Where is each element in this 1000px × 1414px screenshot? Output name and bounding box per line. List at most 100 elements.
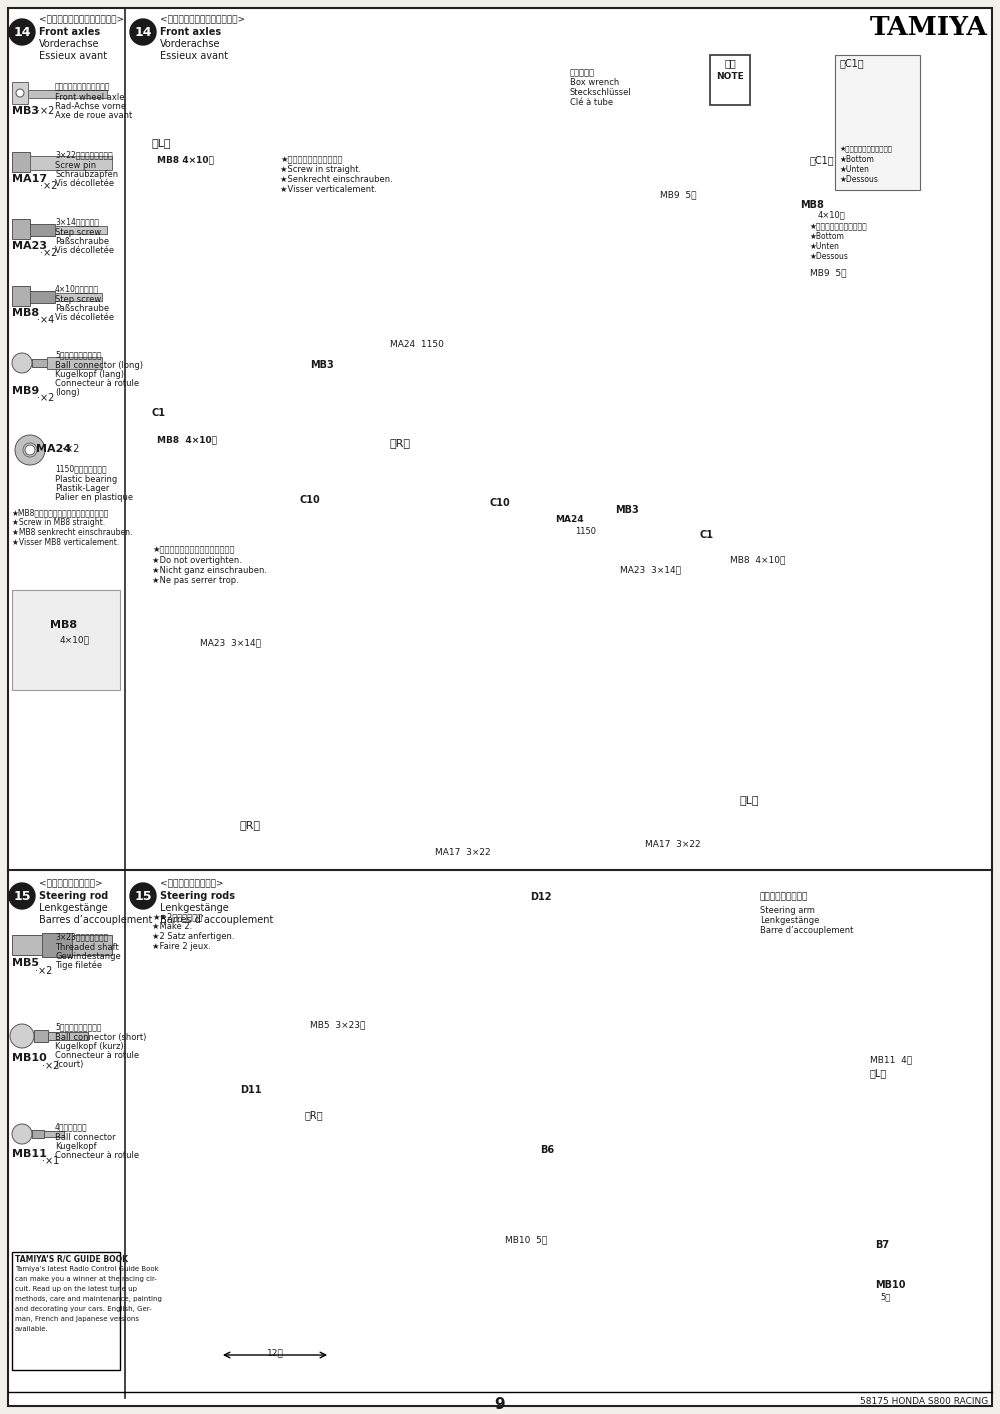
Text: 14: 14	[13, 25, 31, 38]
Text: MB8  4×10㎜: MB8 4×10㎜	[730, 556, 785, 564]
Text: Lenkgestänge: Lenkgestänge	[760, 916, 819, 925]
Text: Step screw: Step screw	[55, 228, 101, 238]
Text: 4×10㎜段付ビス: 4×10㎜段付ビス	[55, 284, 99, 293]
Text: Vis décolletée: Vis décolletée	[55, 312, 114, 322]
Text: 〈R〉: 〈R〉	[240, 820, 261, 830]
Text: ·×2: ·×2	[62, 444, 79, 454]
Text: ★しめ込みすぎに注意して下さい。: ★しめ込みすぎに注意して下さい。	[152, 544, 234, 554]
Text: MB8  4×10㎜: MB8 4×10㎜	[157, 436, 217, 444]
Text: ·×1: ·×1	[42, 1157, 59, 1167]
Bar	[32, 1130, 44, 1138]
Text: ★こちらが下になります。: ★こちらが下になります。	[840, 146, 893, 151]
Text: MB11  4㎜: MB11 4㎜	[870, 1055, 912, 1063]
Text: Connecteur à rotule: Connecteur à rotule	[55, 1151, 139, 1159]
Text: D11: D11	[240, 1085, 262, 1094]
Bar	[12, 590, 120, 690]
Text: MB10: MB10	[875, 1280, 906, 1290]
Text: 5㎜ビロボール（短）: 5㎜ビロボール（短）	[55, 1022, 102, 1031]
Text: Front axles: Front axles	[39, 27, 100, 37]
Text: ·×2: ·×2	[42, 1060, 59, 1070]
Text: ★★2個作ります。: ★★2個作ります。	[152, 912, 202, 921]
Text: ★Nicht ganz einschrauben.: ★Nicht ganz einschrauben.	[152, 566, 267, 575]
Text: Lenkgestänge: Lenkgestänge	[160, 904, 229, 913]
Text: 1150プラベアリング: 1150プラベアリング	[55, 464, 107, 474]
Text: MA24: MA24	[555, 515, 584, 525]
Text: MA23  3×14㎜: MA23 3×14㎜	[200, 638, 261, 648]
Text: Barre d’accouplement: Barre d’accouplement	[760, 926, 853, 935]
Bar	[55, 293, 102, 301]
Text: 〈C1〉: 〈C1〉	[840, 58, 865, 68]
Text: フロントホイールアクスル: フロントホイールアクスル	[55, 82, 110, 90]
Text: 十字レンチ: 十字レンチ	[570, 68, 595, 76]
Text: Front axles: Front axles	[160, 27, 221, 37]
Circle shape	[9, 18, 35, 45]
Text: <ステアリングロッド>: <ステアリングロッド>	[39, 880, 103, 888]
Text: Connecteur à rotule: Connecteur à rotule	[55, 1051, 139, 1060]
Text: MB8: MB8	[12, 308, 39, 318]
Circle shape	[15, 436, 45, 465]
Circle shape	[10, 1024, 34, 1048]
Text: MB5  3×23㎜: MB5 3×23㎜	[310, 1019, 365, 1029]
Bar	[32, 359, 47, 368]
Text: ★Bottom: ★Bottom	[840, 156, 875, 164]
Circle shape	[12, 354, 32, 373]
Text: Ball connector (long): Ball connector (long)	[55, 361, 143, 370]
Text: Tige filetée: Tige filetée	[55, 962, 102, 970]
Text: can make you a winner at the racing cir-: can make you a winner at the racing cir-	[15, 1275, 157, 1282]
Text: MB5: MB5	[12, 959, 39, 969]
Text: MB10: MB10	[12, 1053, 47, 1063]
Text: ★Screw in MB8 straight.: ★Screw in MB8 straight.	[12, 518, 105, 527]
Text: MA23: MA23	[12, 240, 47, 252]
Text: TAMIYA: TAMIYA	[870, 16, 988, 40]
Text: MB11: MB11	[12, 1150, 47, 1159]
Text: 4×10㎜: 4×10㎜	[818, 211, 846, 219]
Text: ·×2: ·×2	[35, 966, 52, 976]
Text: and decorating your cars. English, Ger-: and decorating your cars. English, Ger-	[15, 1307, 152, 1312]
Text: 15: 15	[13, 889, 31, 902]
Bar	[28, 90, 107, 98]
Text: 〈ワイパーアーム〉: 〈ワイパーアーム〉	[760, 892, 808, 901]
Text: 58175 HONDA S800 RACING: 58175 HONDA S800 RACING	[860, 1397, 988, 1406]
Text: Paßschraube: Paßschraube	[55, 238, 109, 246]
Text: 9: 9	[495, 1397, 505, 1413]
Text: Barres d’accouplement: Barres d’accouplement	[160, 915, 273, 925]
Text: ★2 Satz anfertigen.: ★2 Satz anfertigen.	[152, 932, 234, 940]
Text: Palier en plastique: Palier en plastique	[55, 493, 133, 502]
Text: MB3: MB3	[615, 505, 639, 515]
Text: ★Dessous: ★Dessous	[810, 252, 849, 262]
Text: MA17: MA17	[12, 174, 47, 184]
Text: ★MB8 senkrecht einschrauben.: ★MB8 senkrecht einschrauben.	[12, 527, 132, 537]
Bar	[710, 55, 750, 105]
Text: C10: C10	[490, 498, 511, 508]
Text: C1: C1	[152, 409, 166, 419]
Text: Axe de roue avant: Axe de roue avant	[55, 112, 132, 120]
Text: ·×4: ·×4	[37, 315, 54, 325]
Text: ★Do not overtighten.: ★Do not overtighten.	[152, 556, 242, 566]
Text: D12: D12	[530, 892, 552, 902]
Text: ·×2: ·×2	[40, 247, 57, 257]
Text: ★Dessous: ★Dessous	[840, 175, 879, 184]
Text: 3×22㎜スクリューピン: 3×22㎜スクリューピン	[55, 150, 113, 158]
Text: 15: 15	[134, 889, 152, 902]
Text: available.: available.	[15, 1326, 49, 1332]
Text: 5㎜: 5㎜	[880, 1292, 890, 1301]
Bar	[12, 935, 112, 954]
Text: MB3: MB3	[310, 361, 334, 370]
Text: Kugelkopf (kurz): Kugelkopf (kurz)	[55, 1042, 124, 1051]
Text: MB9: MB9	[12, 386, 39, 396]
Bar	[55, 226, 107, 233]
Bar	[44, 1131, 64, 1137]
Text: ★Unten: ★Unten	[810, 242, 840, 252]
Text: MA17  3×22: MA17 3×22	[435, 848, 491, 857]
Text: Steckschlüssel: Steckschlüssel	[570, 88, 632, 98]
Text: 3×23㎜固さシャフト: 3×23㎜固さシャフト	[55, 932, 108, 940]
Text: 1150: 1150	[575, 527, 596, 536]
Text: ·×2: ·×2	[37, 393, 54, 403]
Text: TAMIYA’S R/C GUIDE BOOK: TAMIYA’S R/C GUIDE BOOK	[15, 1256, 128, 1264]
Text: MB9  5㎜: MB9 5㎜	[810, 269, 846, 277]
Text: 注意: 注意	[724, 58, 736, 68]
Text: Paßschraube: Paßschraube	[55, 304, 109, 312]
Text: Connecteur à rotule: Connecteur à rotule	[55, 379, 139, 387]
Text: 〈R〉: 〈R〉	[305, 1110, 324, 1120]
Text: ★Bottom: ★Bottom	[810, 232, 845, 240]
